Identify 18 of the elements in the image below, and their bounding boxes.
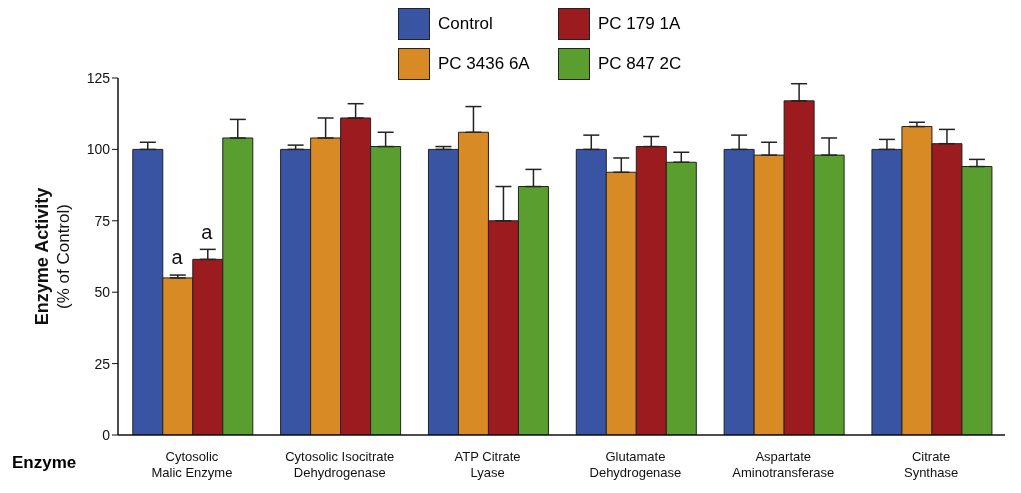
- x-tick-label: Glutamate Dehydrogenase: [589, 449, 682, 480]
- y-tick-label: 75: [94, 212, 111, 229]
- x-axis-title: Enzyme: [12, 453, 77, 473]
- y-tick-label: 50: [94, 284, 111, 301]
- legend-label: PC 3436 6A: [438, 54, 530, 74]
- y-tick-label: 125: [86, 69, 111, 86]
- legend-label: Control: [438, 14, 493, 34]
- y-tick-label: 100: [86, 141, 111, 158]
- x-tick-label: Cytosolic Isocitrate Dehydrogenase: [285, 449, 395, 480]
- x-tick-label: Cytosolic Malic Enzyme: [151, 449, 233, 480]
- legend-label: PC 847 2C: [598, 54, 682, 74]
- y-tick-label: 0: [102, 426, 111, 443]
- x-tick-label: Citrate Synthase: [903, 449, 959, 480]
- y-axis-title: Enzyme Activity (% of Control): [32, 187, 73, 326]
- x-tick-label: ATP Citrate Lyase: [454, 449, 521, 480]
- x-tick-label: Aspartate Aminotransferase: [732, 449, 835, 480]
- legend-label: PC 179 1A: [598, 14, 681, 34]
- y-tick-label: 25: [94, 355, 111, 372]
